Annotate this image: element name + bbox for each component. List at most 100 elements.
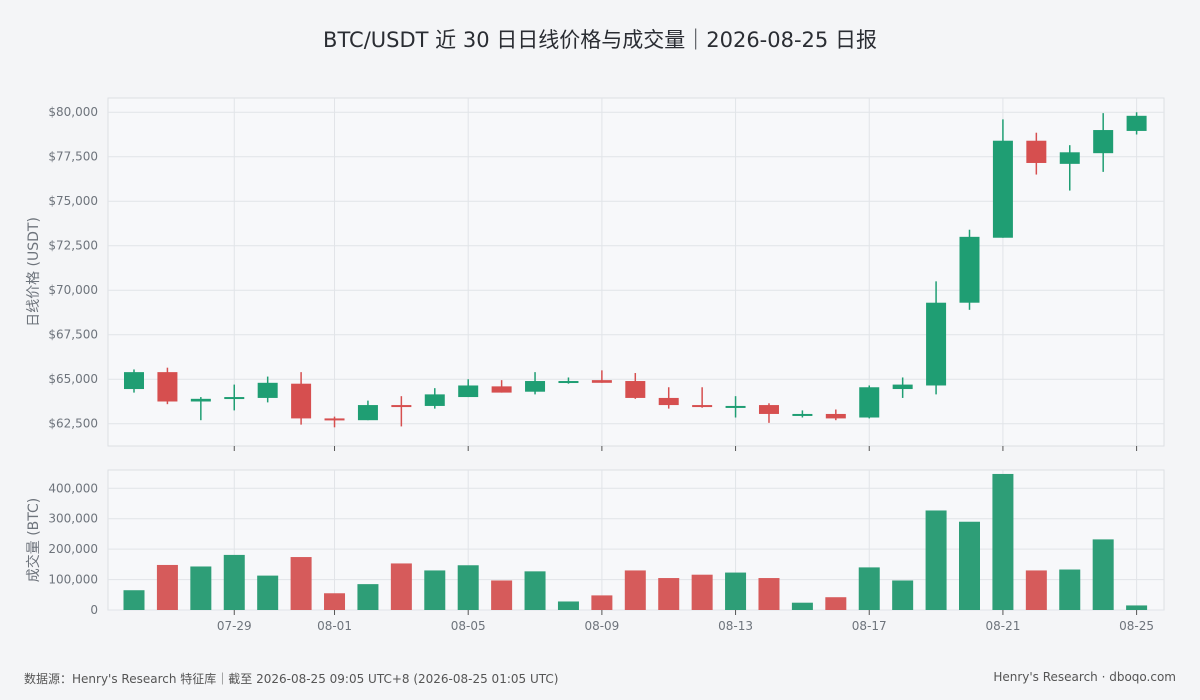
candle-body: [926, 302, 947, 386]
price-tick-label: $62,500: [48, 417, 98, 431]
volume-bar: [791, 602, 813, 610]
volume-bar: [357, 584, 379, 610]
volume-bar: [190, 566, 212, 610]
x-tick-label: 08-21: [985, 619, 1020, 633]
volume-bar: [758, 578, 780, 610]
candle: [725, 396, 746, 418]
candle: [291, 372, 312, 425]
candle-body: [424, 394, 445, 406]
candle-body: [1026, 140, 1047, 163]
volume-bar: [1126, 605, 1148, 610]
volume-bar: [658, 578, 680, 610]
candle-body: [157, 372, 178, 402]
volume-tick-label: 200,000: [48, 542, 98, 556]
volume-bar: [390, 563, 412, 610]
candle-body: [625, 381, 646, 398]
candle: [224, 384, 245, 411]
candle: [692, 387, 713, 408]
candle-body: [324, 418, 345, 421]
candle: [625, 373, 646, 399]
candle-body: [190, 398, 211, 402]
data-source-note: 数据源：Henry's Research 特征库｜截至 2026-08-25 0…: [24, 672, 559, 686]
candle: [859, 385, 880, 419]
price-y-ticks: $62,500 $65,000 $67,500 $70,000 $72,500 $75,0…: [48, 105, 98, 431]
candle-body: [224, 397, 245, 400]
candle-body: [825, 413, 846, 419]
price-tick-label: $75,000: [48, 194, 98, 208]
x-tick-label: 08-09: [584, 619, 619, 633]
candle: [825, 409, 846, 421]
volume-bar: [223, 554, 245, 610]
x-tick-label: 08-01: [317, 619, 352, 633]
candle: [959, 229, 980, 310]
volume-bar: [257, 575, 279, 610]
candle: [424, 388, 445, 409]
candle-body: [257, 382, 278, 398]
candle-body: [658, 397, 679, 406]
price-tick-label: $72,500: [48, 239, 98, 253]
candle-body: [792, 413, 813, 416]
volume-bar: [1092, 539, 1114, 610]
candle-body: [591, 380, 612, 383]
brand-link[interactable]: Henry's Research · dboqo.com: [993, 670, 1176, 684]
candle-body: [1093, 130, 1114, 154]
volume-bar: [324, 593, 346, 610]
volume-bar: [524, 571, 546, 610]
candle: [926, 281, 947, 395]
volume-bar: [825, 597, 847, 610]
x-ticks: 07-29 08-01 08-05 08-09 08-13 08-17 08-21 08-25: [217, 446, 1154, 633]
volume-bar: [691, 574, 713, 610]
volume-bar: [892, 580, 914, 610]
volume-bar: [624, 570, 646, 610]
volume-tick-label: 300,000: [48, 512, 98, 526]
candle: [157, 367, 178, 405]
candle: [190, 397, 211, 421]
volume-bar: [992, 473, 1014, 610]
candles-layer: [124, 112, 1147, 428]
price-tick-label: $77,500: [48, 150, 98, 164]
volume-bar: [725, 572, 747, 610]
volume-bar: [1059, 569, 1081, 610]
volume-bar: [959, 521, 980, 610]
candle: [124, 369, 144, 393]
candle-body: [992, 140, 1013, 238]
candle: [458, 379, 479, 398]
candle-body: [558, 381, 579, 384]
volume-bar: [557, 601, 579, 610]
x-tick-label: 08-17: [852, 619, 887, 633]
price-tick-label: $65,000: [48, 372, 98, 386]
candle-body: [391, 405, 412, 408]
candle: [591, 370, 612, 383]
candle: [558, 377, 579, 384]
candle-body: [124, 372, 144, 390]
volume-bar: [156, 564, 178, 610]
candle: [992, 119, 1013, 238]
candle-body: [525, 381, 546, 392]
x-tick-label: 08-13: [718, 619, 753, 633]
candle-body: [357, 405, 378, 421]
price-grid: [108, 98, 1164, 446]
candle-body: [725, 405, 746, 408]
candle-body: [758, 405, 779, 414]
candle: [491, 380, 512, 393]
chart-title: BTC/USDT 近 30 日日线价格与成交量｜2026-08-25 日报: [323, 28, 877, 52]
x-tick-label: 08-25: [1119, 619, 1154, 633]
volume-bar: [424, 570, 446, 610]
candle: [391, 396, 412, 427]
candle-body: [692, 405, 713, 408]
candle-body: [291, 383, 312, 419]
x-tick-label: 07-29: [217, 619, 252, 633]
volume-tick-label: 400,000: [48, 481, 98, 495]
candle: [892, 377, 913, 398]
volume-tick-label: 0: [90, 603, 98, 617]
volume-bar: [591, 595, 613, 610]
candle: [525, 372, 546, 395]
candle: [1059, 145, 1080, 191]
volume-tick-label: 100,000: [48, 573, 98, 587]
candle-body: [959, 236, 980, 303]
volume-bar: [858, 567, 880, 610]
price-tick-label: $80,000: [48, 105, 98, 119]
price-tick-label: $67,500: [48, 328, 98, 342]
candle-body: [1059, 152, 1080, 164]
